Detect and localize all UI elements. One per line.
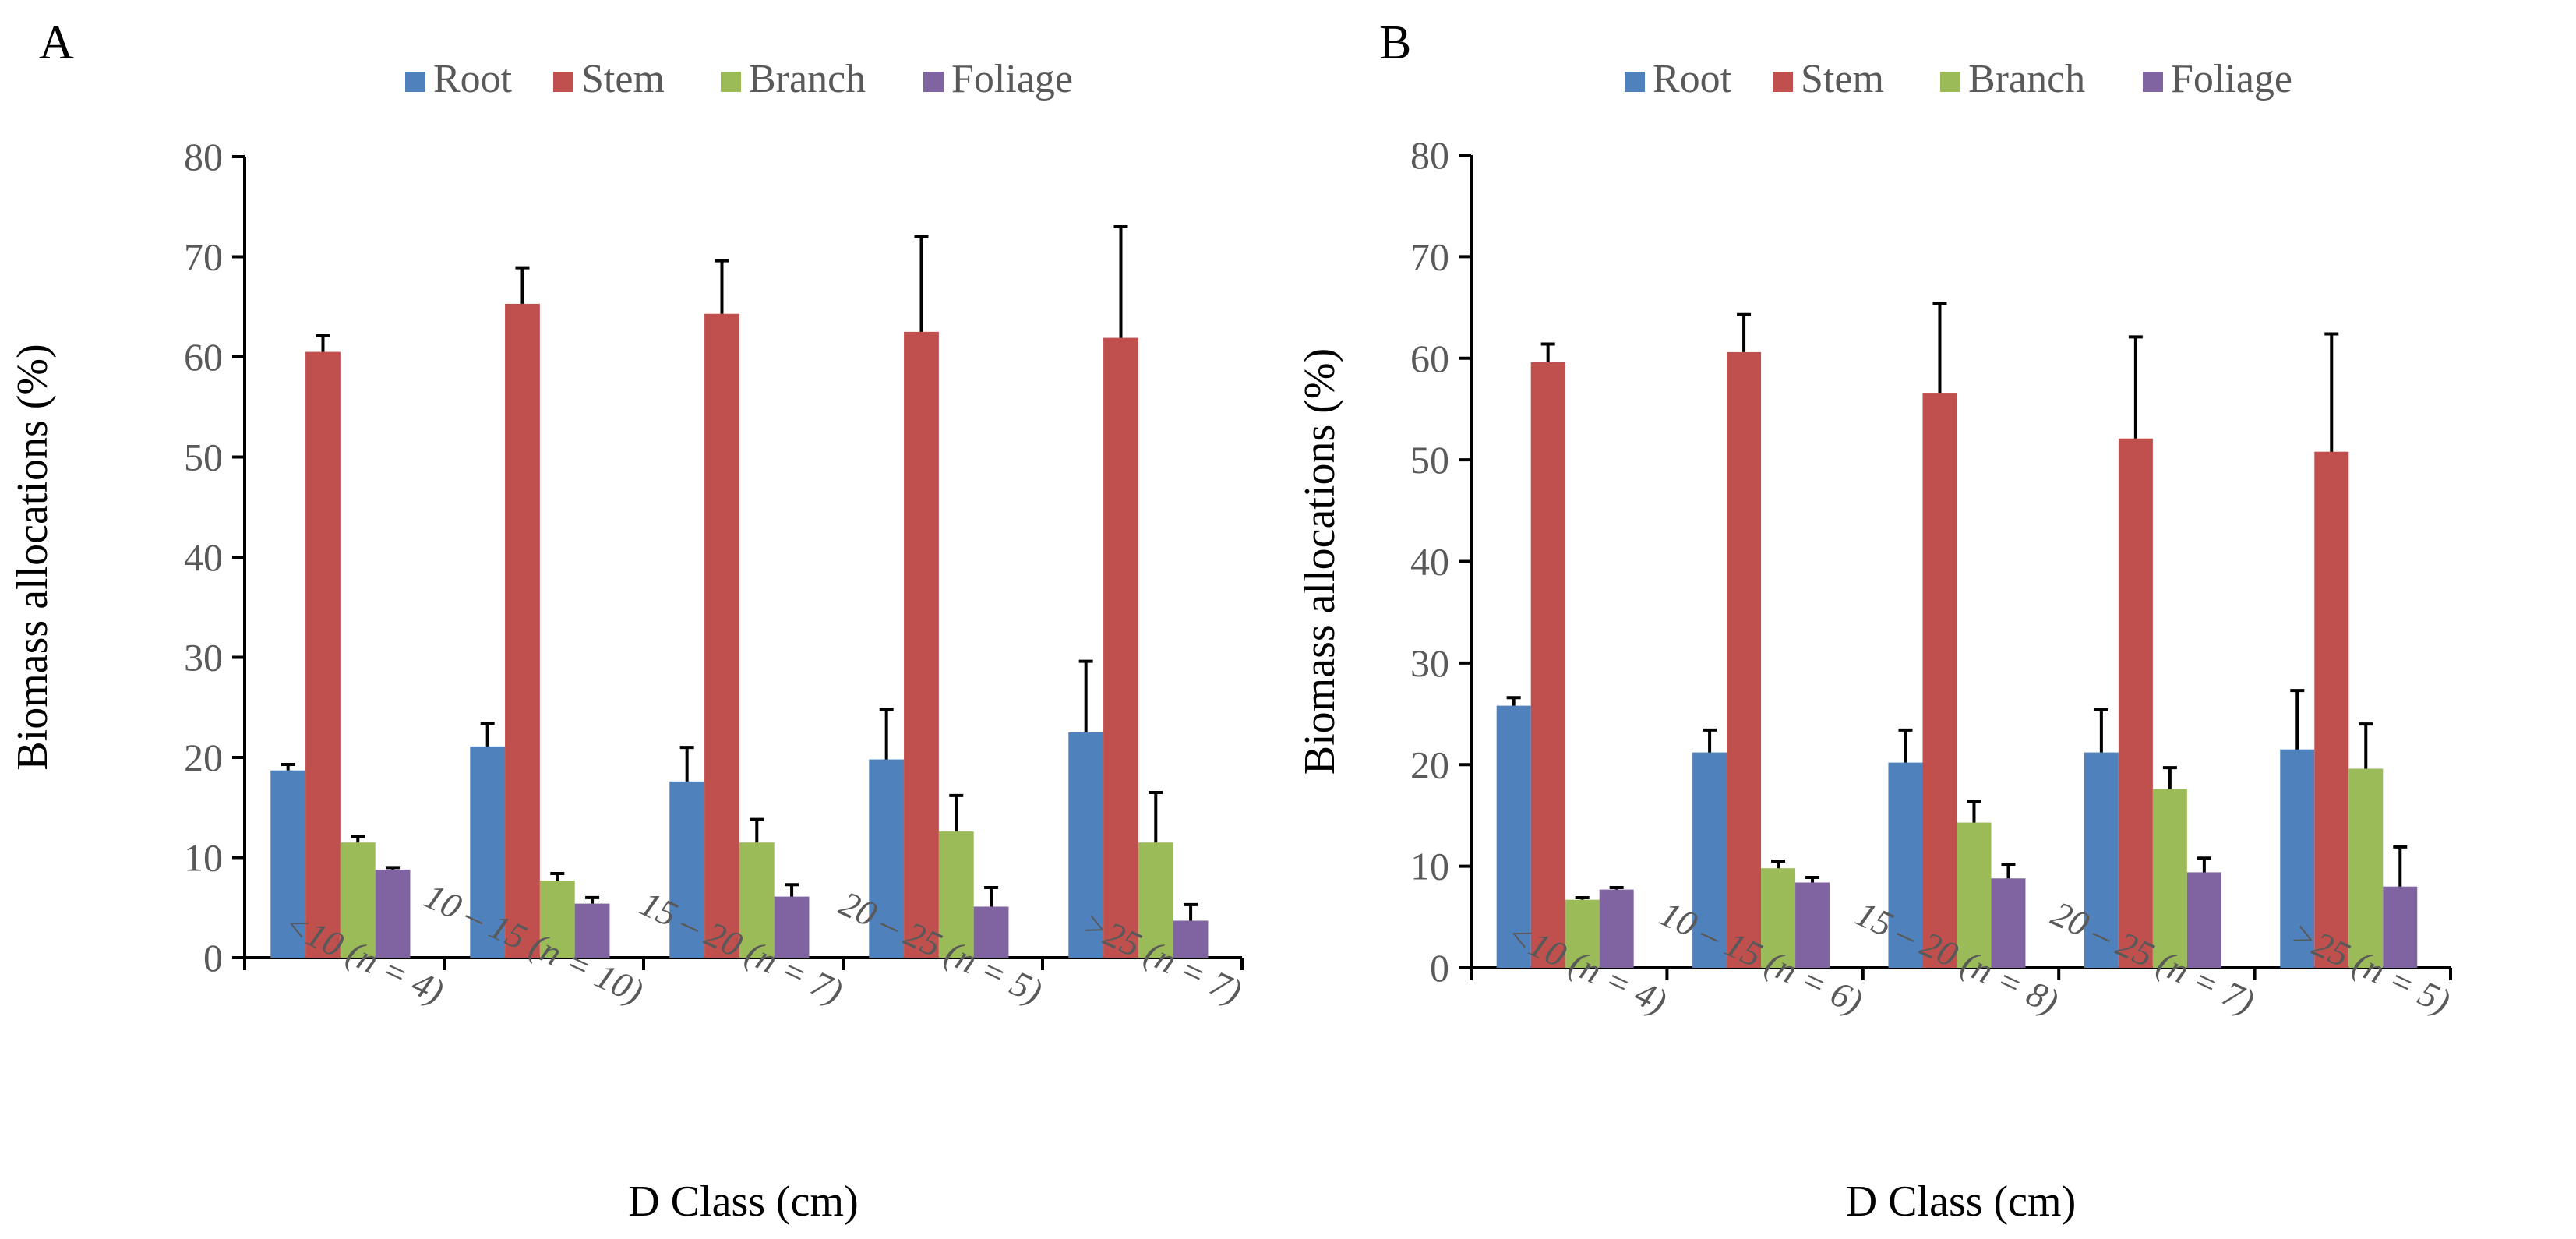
- bar-branch: [340, 842, 376, 958]
- y-tick-label: 70: [184, 235, 223, 279]
- y-tick-label: 80: [1410, 133, 1449, 177]
- y-tick-label: 70: [1410, 235, 1449, 278]
- bar-branch: [539, 881, 575, 958]
- y-tick-label: 60: [1410, 337, 1449, 380]
- y-tick-label: 80: [184, 135, 223, 178]
- y-tick-label: 10: [184, 836, 223, 880]
- bar-stem: [1922, 393, 1957, 968]
- bar-foliage: [574, 903, 610, 958]
- legend-swatch-foliage: [923, 72, 944, 92]
- y-tick-label: 50: [1410, 438, 1449, 482]
- bar-foliage: [1795, 882, 1830, 968]
- bar-branch: [1138, 842, 1173, 958]
- panel-label: B: [1379, 16, 1411, 69]
- bar-branch: [1957, 822, 1992, 968]
- bar-root: [2280, 749, 2315, 968]
- bar-foliage: [1599, 889, 1634, 968]
- legend-swatch-root: [1625, 72, 1645, 92]
- legend-swatch-branch: [1940, 72, 1960, 92]
- x-axis-title: D Class (cm): [628, 1177, 859, 1226]
- y-tick-label: 0: [1430, 946, 1449, 990]
- y-tick-label: 50: [184, 436, 223, 479]
- legend-label-root: Root: [1653, 57, 1732, 101]
- bar-root: [1496, 705, 1531, 968]
- bar-root: [1692, 752, 1727, 968]
- x-axis-title: D Class (cm): [1846, 1177, 2077, 1226]
- legend-label-foliage: Foliage: [951, 57, 1073, 101]
- y-axis-title: Biomass allocations (%): [9, 344, 57, 770]
- bar-foliage: [973, 906, 1009, 958]
- legend-swatch-stem: [553, 72, 573, 92]
- bar-root: [470, 746, 506, 958]
- panel-label: A: [39, 16, 74, 69]
- y-tick-label: 20: [1410, 743, 1449, 786]
- legend-swatch-root: [405, 72, 425, 92]
- bar-stem: [1530, 362, 1565, 969]
- bar-root: [669, 781, 705, 958]
- y-tick-label: 20: [184, 736, 223, 779]
- legend-label-stem: Stem: [1801, 57, 1884, 101]
- legend-swatch-stem: [1773, 72, 1793, 92]
- bar-branch: [2152, 789, 2187, 968]
- legend-swatch-foliage: [2143, 72, 2163, 92]
- bar-foliage: [2383, 886, 2418, 968]
- y-tick-label: 0: [203, 936, 223, 980]
- bar-foliage: [375, 869, 411, 958]
- legend-label-root: Root: [433, 57, 513, 101]
- bar-branch: [1565, 899, 1600, 968]
- bar-root: [1888, 762, 1923, 968]
- bar-stem: [305, 351, 341, 958]
- legend-label-branch: Branch: [1968, 57, 2085, 101]
- legend-label-foliage: Foliage: [2171, 57, 2292, 101]
- bar-stem: [904, 331, 939, 958]
- legend-swatch-branch: [721, 72, 741, 92]
- bar-branch: [739, 842, 775, 958]
- y-tick-label: 30: [184, 636, 223, 680]
- legend-label-branch: Branch: [749, 57, 866, 101]
- bar-stem: [2314, 451, 2349, 968]
- bar-foliage: [1173, 920, 1209, 958]
- bar-root: [2084, 752, 2119, 968]
- bar-root: [1068, 732, 1104, 958]
- bar-stem: [1103, 337, 1138, 958]
- bar-foliage: [2186, 872, 2221, 968]
- bar-stem: [704, 313, 739, 958]
- y-tick-label: 10: [1410, 845, 1449, 888]
- y-axis-title: Biomass allocations (%): [1296, 348, 1344, 775]
- bar-branch: [938, 831, 974, 958]
- bar-stem: [2118, 438, 2153, 968]
- bar-stem: [1727, 351, 1762, 968]
- bar-branch: [2348, 768, 2384, 968]
- bar-foliage: [1991, 878, 2026, 968]
- y-tick-label: 40: [184, 535, 223, 579]
- legend-label-stem: Stem: [581, 57, 665, 101]
- y-tick-label: 60: [184, 335, 223, 379]
- y-tick-label: 30: [1410, 641, 1449, 685]
- bar-root: [869, 759, 905, 958]
- bar-root: [270, 770, 306, 958]
- bar-branch: [1761, 868, 1796, 968]
- y-tick-label: 40: [1410, 540, 1449, 584]
- bar-stem: [505, 303, 540, 958]
- bar-foliage: [774, 896, 810, 958]
